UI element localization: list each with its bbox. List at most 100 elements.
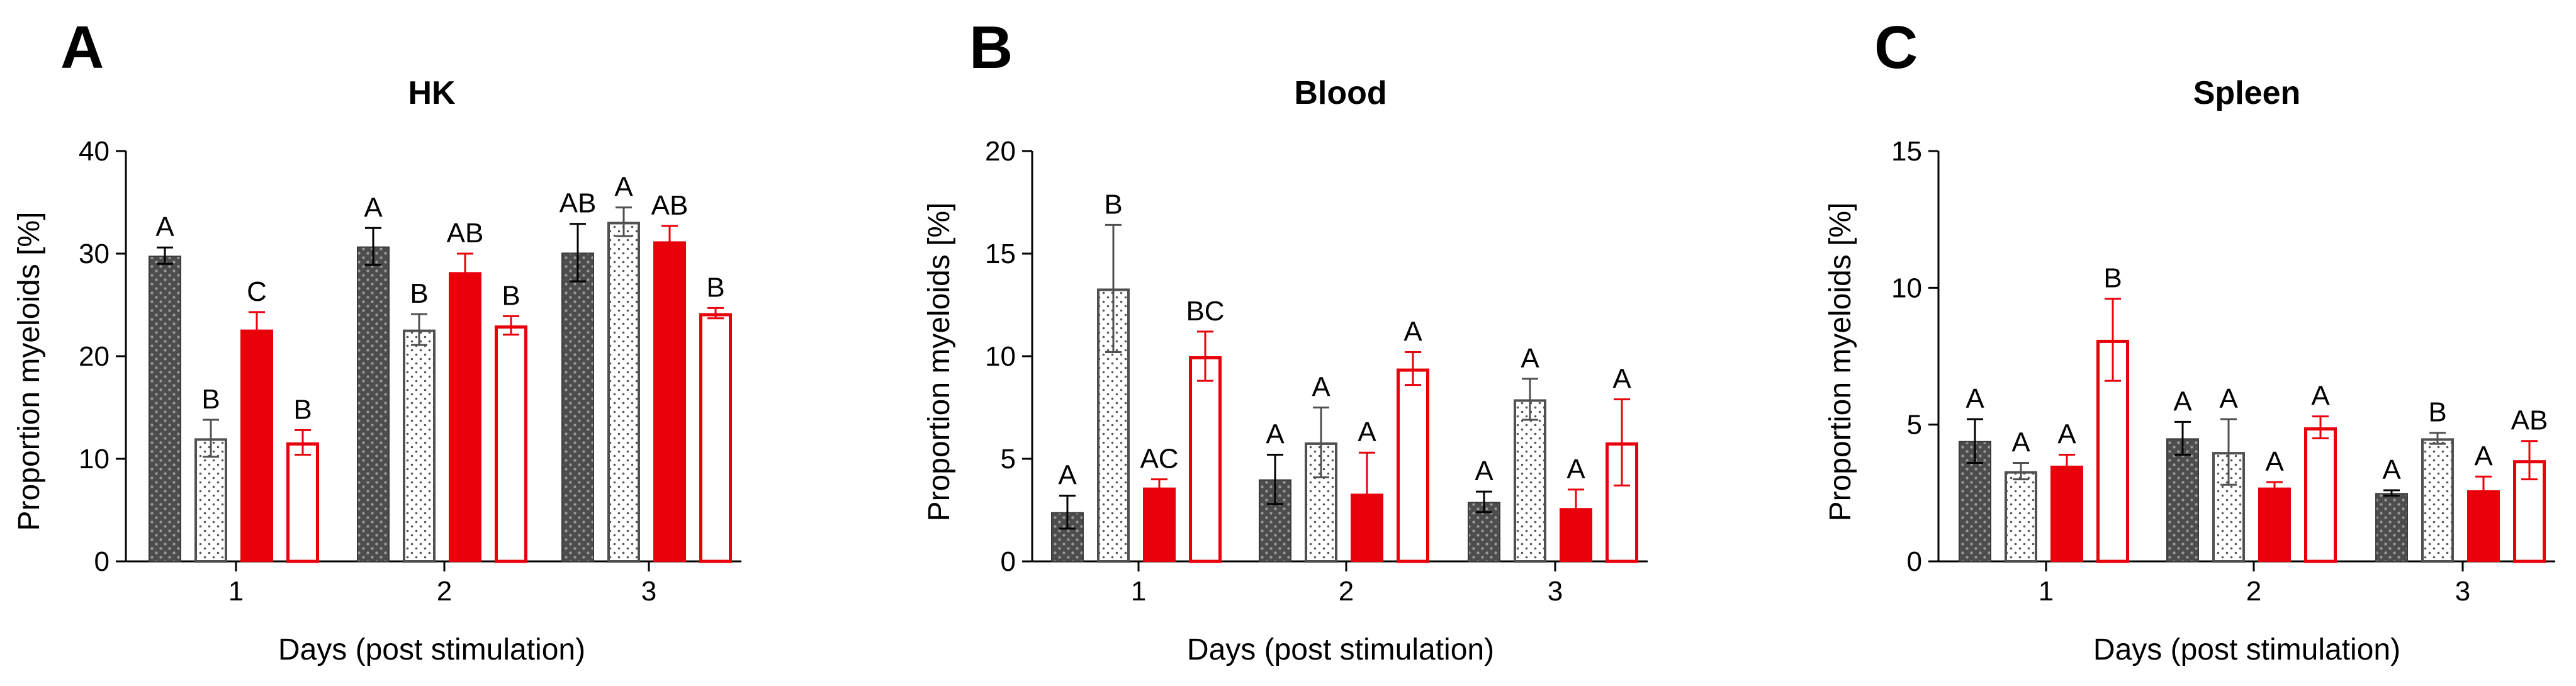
error-bar-hk-red-outline-day1 bbox=[295, 429, 311, 456]
error-bar-spleen-dark-dotted-day2 bbox=[2174, 420, 2191, 456]
chart-title-spleen: Spleen bbox=[2193, 75, 2301, 111]
sig-label-blood: B bbox=[1104, 189, 1122, 220]
error-bar-hk-dark-dotted-day1 bbox=[157, 246, 173, 265]
x-axis-label-spleen: Days (post stimulation) bbox=[2093, 633, 2400, 666]
bar-blood-red-outline-day2 bbox=[1397, 368, 1429, 563]
error-bar-spleen-light-dotted-day1 bbox=[2013, 462, 2029, 481]
error-bar-blood-red-filled-day3 bbox=[1568, 488, 1584, 528]
error-bar-spleen-dark-dotted-day3 bbox=[2383, 489, 2400, 497]
bar-hk-red-filled-day2 bbox=[449, 272, 481, 562]
error-bar-hk-light-dotted-day1 bbox=[203, 419, 219, 458]
bar-spleen-dark-dotted-day3 bbox=[2375, 493, 2408, 562]
x-tick-label-hk: 1 bbox=[228, 576, 244, 607]
y-tick-label-blood: 10 bbox=[985, 341, 1016, 372]
y-tick-label-spleen: 5 bbox=[1907, 410, 1922, 441]
sig-label-spleen: A bbox=[2311, 381, 2330, 412]
sig-label-spleen: A bbox=[2219, 383, 2238, 414]
bar-blood-dark-dotted-day1 bbox=[1051, 512, 1084, 563]
bar-blood-light-dotted-day1 bbox=[1097, 288, 1130, 563]
error-bar-spleen-light-dotted-day3 bbox=[2429, 432, 2446, 445]
y-tick-label-hk: 40 bbox=[79, 136, 110, 167]
error-bar-hk-light-dotted-day3 bbox=[616, 206, 632, 237]
error-bar-spleen-red-filled-day3 bbox=[2475, 475, 2492, 505]
y-tick-label-hk: 10 bbox=[79, 444, 110, 475]
bar-hk-light-dotted-day2 bbox=[403, 329, 436, 563]
y-tick-label-spleen: 0 bbox=[1907, 546, 1922, 577]
bar-spleen-light-dotted-day1 bbox=[2005, 471, 2037, 563]
error-bar-hk-red-filled-day1 bbox=[249, 311, 265, 348]
sig-label-hk: A bbox=[614, 172, 633, 203]
error-bar-spleen-red-filled-day2 bbox=[2266, 481, 2283, 494]
error-bar-blood-light-dotted-day1 bbox=[1105, 223, 1122, 353]
sig-label-hk: A bbox=[155, 211, 174, 242]
x-tick-label-blood: 3 bbox=[1548, 576, 1563, 607]
error-bar-hk-dark-dotted-day3 bbox=[570, 223, 586, 283]
error-bar-spleen-red-outline-day2 bbox=[2312, 415, 2329, 439]
bar-blood-light-dotted-day3 bbox=[1514, 399, 1546, 563]
sig-label-blood: A bbox=[1475, 456, 1493, 486]
error-bar-spleen-light-dotted-day2 bbox=[2220, 418, 2237, 486]
panel-hk: A HK Proportion myeloids [%] Days (post … bbox=[13, 14, 741, 666]
bar-spleen-red-outline-day2 bbox=[2304, 427, 2337, 563]
sig-label-hk: AB bbox=[560, 188, 597, 219]
sig-label-hk: B bbox=[410, 278, 428, 309]
y-tick-label-blood: 0 bbox=[1001, 546, 1016, 577]
x-tick-label-hk: 2 bbox=[437, 576, 452, 607]
error-bar-blood-red-filled-day1 bbox=[1151, 478, 1167, 497]
error-bar-spleen-red-outline-day3 bbox=[2521, 440, 2538, 481]
error-bar-hk-red-filled-day2 bbox=[457, 252, 473, 292]
sig-label-blood: BC bbox=[1186, 296, 1224, 327]
bar-hk-light-dotted-day3 bbox=[607, 222, 640, 563]
y-tick-label-spleen: 15 bbox=[1891, 136, 1922, 167]
sig-label-hk: A bbox=[364, 192, 383, 223]
sig-label-hk: AB bbox=[651, 190, 689, 221]
bar-hk-red-filled-day3 bbox=[653, 241, 686, 562]
bar-hk-dark-dotted-day1 bbox=[149, 256, 181, 562]
error-bar-blood-dark-dotted-day2 bbox=[1267, 453, 1283, 505]
panel-letter-a: A bbox=[60, 14, 104, 81]
panel-letter-c: C bbox=[1874, 14, 1918, 81]
bar-blood-red-outline-day1 bbox=[1189, 356, 1222, 563]
sig-label-hk: B bbox=[293, 394, 312, 425]
y-tick-label-hk: 30 bbox=[79, 239, 110, 269]
error-bar-hk-red-outline-day2 bbox=[503, 315, 519, 336]
chart-title-blood: Blood bbox=[1294, 75, 1386, 111]
x-tick-label-spleen: 2 bbox=[2246, 576, 2261, 607]
chart-title-hk: HK bbox=[408, 75, 456, 111]
sig-label-spleen: A bbox=[2265, 446, 2284, 477]
error-bar-blood-red-outline-day2 bbox=[1405, 351, 1421, 386]
error-bar-spleen-red-outline-day1 bbox=[2105, 298, 2121, 382]
sig-label-spleen: A bbox=[2173, 386, 2192, 417]
bar-hk-red-outline-day1 bbox=[286, 442, 319, 563]
sig-label-blood: AC bbox=[1140, 444, 1178, 475]
x-tick-label-spleen: 3 bbox=[2455, 576, 2470, 607]
sig-label-hk: C bbox=[247, 276, 267, 307]
sig-label-blood: A bbox=[1058, 460, 1077, 491]
bar-spleen-light-dotted-day3 bbox=[2421, 438, 2454, 563]
error-bar-blood-light-dotted-day3 bbox=[1522, 378, 1538, 421]
bar-hk-light-dotted-day1 bbox=[194, 438, 227, 563]
bar-hk-red-filled-day1 bbox=[240, 329, 273, 562]
sig-label-spleen: B bbox=[2103, 263, 2122, 294]
error-bar-hk-dark-dotted-day2 bbox=[365, 227, 381, 266]
sig-label-hk: B bbox=[706, 272, 724, 303]
x-axis-label-hk: Days (post stimulation) bbox=[278, 633, 585, 666]
bar-spleen-red-filled-day2 bbox=[2258, 487, 2291, 563]
y-tick-label-blood: 15 bbox=[985, 239, 1016, 269]
error-bar-blood-red-filled-day2 bbox=[1359, 451, 1375, 536]
bar-hk-dark-dotted-day2 bbox=[357, 246, 390, 562]
error-bar-blood-dark-dotted-day1 bbox=[1059, 495, 1076, 530]
sig-label-blood: A bbox=[1521, 343, 1539, 374]
y-tick-label-blood: 20 bbox=[985, 136, 1016, 167]
bar-hk-red-outline-day3 bbox=[699, 313, 732, 563]
y-tick-label-hk: 0 bbox=[94, 546, 110, 577]
sig-label-spleen: A bbox=[2474, 441, 2493, 471]
x-tick-label-blood: 2 bbox=[1339, 576, 1354, 607]
y-axis-label-spleen: Proportion myeloids [%] bbox=[1824, 203, 1857, 522]
bar-blood-red-filled-day1 bbox=[1143, 487, 1176, 563]
error-bar-hk-red-filled-day3 bbox=[661, 225, 678, 258]
